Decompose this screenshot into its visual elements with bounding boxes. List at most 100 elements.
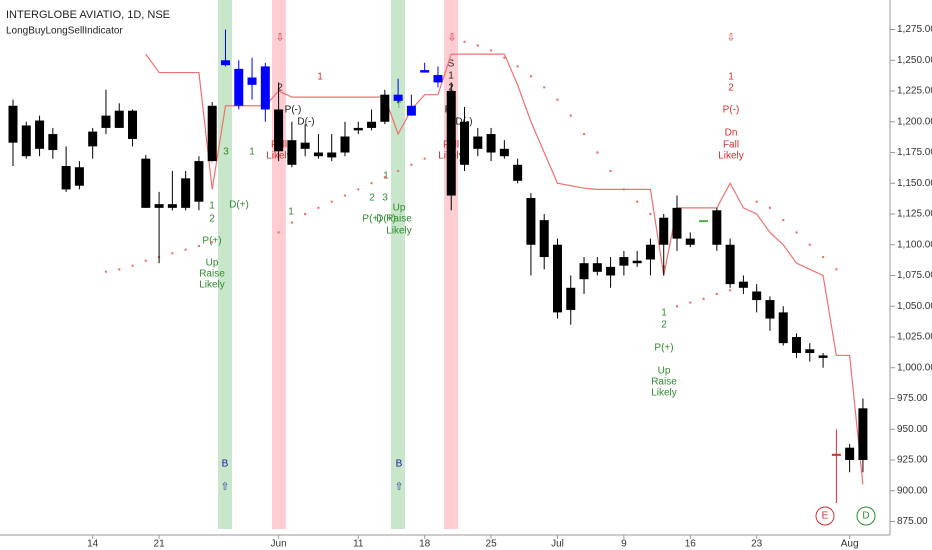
annotation: B bbox=[396, 459, 403, 470]
sar-dot bbox=[702, 297, 705, 301]
annotation: 3 bbox=[223, 147, 229, 158]
candle-body bbox=[858, 408, 868, 460]
candle-body bbox=[446, 91, 456, 196]
annotation: B bbox=[222, 459, 229, 470]
sar-dot bbox=[503, 56, 506, 60]
candle-body bbox=[88, 131, 98, 147]
y-tick-label: 975.00 bbox=[897, 393, 928, 404]
candle-body bbox=[712, 210, 722, 245]
candle-body bbox=[486, 134, 496, 153]
sar-dot bbox=[556, 98, 559, 101]
annotation: 2 bbox=[728, 83, 734, 94]
annotation: E bbox=[822, 511, 829, 522]
candle-body bbox=[61, 166, 71, 190]
candle-body bbox=[353, 127, 363, 131]
annotation: 1 bbox=[209, 201, 215, 212]
annotation: 1 bbox=[249, 147, 255, 158]
sar-dot bbox=[144, 259, 147, 262]
y-tick-label: 1,225.00 bbox=[897, 86, 932, 97]
candle-body bbox=[738, 281, 748, 288]
candle-body bbox=[699, 220, 709, 223]
candle-body bbox=[327, 152, 337, 158]
sar-dot bbox=[104, 270, 108, 274]
annotation: Raise bbox=[199, 269, 225, 280]
candle-body bbox=[101, 115, 111, 128]
sar-dot bbox=[357, 188, 360, 191]
candle-body bbox=[420, 70, 430, 73]
sar-dot bbox=[609, 169, 612, 173]
annotation: ⇩ bbox=[448, 33, 456, 44]
y-tick-label: 1,075.00 bbox=[897, 270, 932, 281]
annotation: S bbox=[448, 59, 455, 70]
sar-dot bbox=[277, 231, 280, 234]
sar-dot bbox=[821, 255, 825, 259]
candle-body bbox=[579, 263, 589, 280]
annotation: P(-) bbox=[723, 105, 740, 116]
entry-badge bbox=[856, 506, 876, 526]
sar-dot bbox=[596, 151, 599, 154]
annotation: Likely bbox=[651, 388, 677, 399]
candle-body bbox=[367, 121, 377, 128]
sar-dot bbox=[330, 200, 333, 203]
candle-body bbox=[460, 121, 470, 165]
candle-body bbox=[194, 161, 204, 202]
sar-dot bbox=[715, 292, 719, 296]
candle-body bbox=[778, 312, 788, 344]
annotation: D(+) bbox=[376, 214, 396, 225]
candle-body bbox=[287, 140, 297, 165]
candle-body bbox=[818, 355, 828, 358]
exit-badge bbox=[815, 506, 835, 526]
x-tick-label: 14 bbox=[87, 539, 99, 550]
candle-body bbox=[8, 105, 18, 143]
annotation: Dn bbox=[725, 128, 738, 139]
candle-body bbox=[21, 125, 31, 157]
sar-dot bbox=[569, 114, 572, 117]
annotation: Likely bbox=[199, 280, 225, 291]
annotation: Up bbox=[206, 258, 219, 269]
sar-dot bbox=[118, 268, 121, 271]
sar-dot bbox=[622, 188, 626, 191]
annotation: 3 bbox=[382, 193, 388, 204]
candle-body bbox=[313, 152, 323, 157]
annotation: 1 bbox=[317, 72, 323, 83]
sar-dot bbox=[303, 212, 307, 216]
sar-dot bbox=[543, 86, 546, 89]
annotation: D(+) bbox=[229, 200, 249, 211]
candle-body bbox=[619, 257, 629, 266]
x-tick-label: 16 bbox=[685, 539, 697, 550]
candle-body bbox=[247, 77, 257, 85]
candle-body bbox=[274, 109, 284, 152]
sar-dot bbox=[728, 289, 732, 292]
candle-body bbox=[167, 204, 177, 208]
y-tick-label: 1,250.00 bbox=[897, 55, 932, 66]
y-tick-label: 1,200.00 bbox=[897, 116, 932, 127]
annotation: 1 bbox=[728, 72, 734, 83]
candle-body bbox=[340, 136, 350, 153]
candle-body bbox=[645, 244, 655, 260]
y-tick-label: 1,025.00 bbox=[897, 332, 932, 343]
sar-dot bbox=[835, 268, 838, 271]
sar-dot bbox=[290, 221, 294, 224]
x-tick-label: 18 bbox=[419, 539, 431, 550]
annotation: Fall bbox=[723, 140, 739, 151]
annotation: 2 bbox=[369, 193, 375, 204]
annotation: Likely bbox=[386, 226, 412, 237]
x-tick-label: 9 bbox=[621, 539, 627, 550]
x-tick-label: 25 bbox=[486, 539, 498, 550]
sar-dot bbox=[197, 244, 201, 248]
x-tick-label: Jul bbox=[551, 539, 564, 550]
annotation: 1 bbox=[383, 171, 389, 182]
candle-body bbox=[35, 120, 45, 149]
annotation: 1 bbox=[448, 71, 454, 82]
candle-body bbox=[539, 220, 549, 258]
sar-dot bbox=[131, 264, 134, 267]
sar-dot bbox=[211, 241, 214, 244]
sar-dot bbox=[396, 169, 400, 173]
candle-body bbox=[74, 167, 84, 186]
y-tick-label: 1,000.00 bbox=[897, 362, 932, 373]
candle-body bbox=[220, 60, 230, 66]
sar-dot bbox=[383, 175, 387, 179]
annotation: ⇩ bbox=[727, 33, 735, 44]
candle-body bbox=[606, 266, 616, 276]
